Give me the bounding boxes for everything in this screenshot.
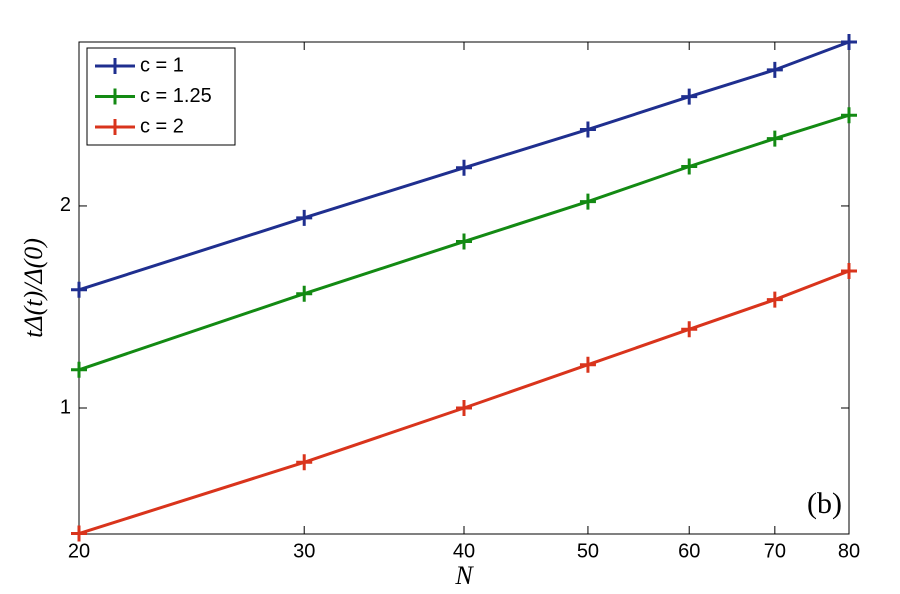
point-marker <box>681 158 698 175</box>
point-marker <box>296 285 313 302</box>
legend-marker <box>107 88 123 105</box>
x-tick-label: 40 <box>453 540 475 562</box>
x-tick-label: 70 <box>764 540 786 562</box>
legend-marker <box>107 58 123 74</box>
point-marker <box>681 88 698 105</box>
point-marker <box>579 121 596 138</box>
point-marker <box>456 159 472 176</box>
x-tick-label: 20 <box>68 540 90 562</box>
x-tick-label: 50 <box>577 540 599 562</box>
point-marker <box>296 454 313 471</box>
x-tick-label: 80 <box>838 540 860 562</box>
x-tick-label: 30 <box>293 540 315 562</box>
annotation: (b) <box>807 487 842 520</box>
y-tick-label: 2 <box>60 194 71 216</box>
legend-label: c = 1.25 <box>140 85 212 107</box>
point-marker <box>456 233 472 250</box>
point-marker <box>579 193 596 210</box>
point-marker <box>766 61 783 78</box>
x-axis-label: N <box>454 561 474 590</box>
point-marker <box>766 130 783 147</box>
point-marker <box>71 525 87 542</box>
legend-label: c = 1 <box>140 54 184 76</box>
legend-marker <box>107 119 123 135</box>
point-marker <box>71 281 87 298</box>
point-marker <box>296 209 313 226</box>
point-marker <box>841 107 857 124</box>
point-marker <box>681 321 698 338</box>
point-marker <box>766 291 783 308</box>
legend-label: c = 2 <box>140 115 184 137</box>
point-marker <box>71 361 87 378</box>
x-tick-label: 60 <box>678 540 700 562</box>
point-marker <box>841 34 857 50</box>
point-marker <box>456 399 472 416</box>
point-marker <box>579 356 596 373</box>
point-marker <box>841 262 857 279</box>
y-axis-label: tΔ(t)/Δ(0) <box>19 238 48 338</box>
y-tick-label: 1 <box>60 396 71 418</box>
